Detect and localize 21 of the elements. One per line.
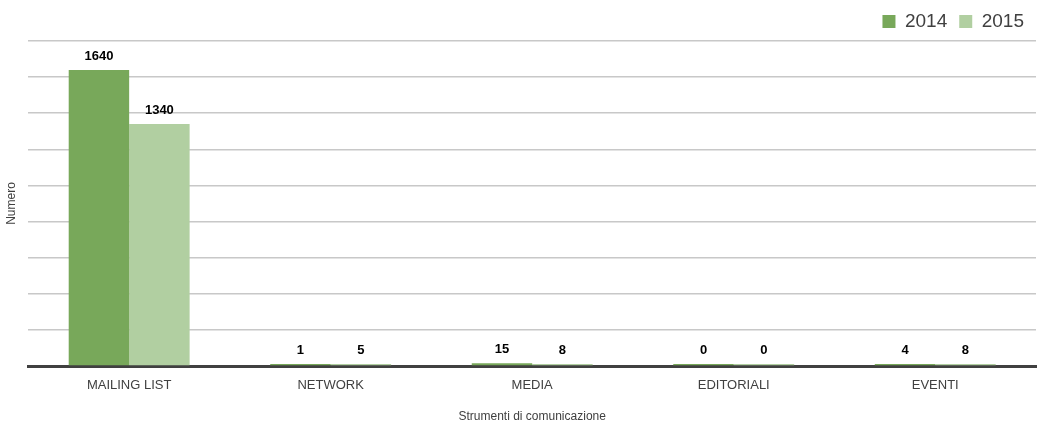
x-tick-label: MEDIA bbox=[511, 377, 554, 393]
data-label: 8 bbox=[558, 342, 567, 358]
x-axis-title: Strumenti di comunicazione bbox=[458, 409, 607, 424]
data-label: 0 bbox=[699, 342, 708, 358]
data-label: 0 bbox=[760, 342, 768, 358]
x-tick-label: EDITORIALI bbox=[697, 377, 770, 393]
x-tick-label: NETWORK bbox=[297, 377, 365, 393]
data-label: 1 bbox=[296, 342, 305, 358]
data-label: 8 bbox=[961, 342, 970, 358]
data-label: 1640 bbox=[84, 47, 114, 63]
legend-label: 2014 bbox=[904, 9, 948, 31]
x-tick-label: MAILING LIST bbox=[86, 377, 172, 393]
y-axis-title: Numero bbox=[3, 181, 18, 225]
data-label: 4 bbox=[901, 342, 910, 358]
data-label: 5 bbox=[357, 342, 365, 358]
x-tick-label: EVENTI bbox=[911, 377, 959, 393]
bar bbox=[68, 69, 130, 366]
bar bbox=[129, 124, 190, 366]
data-label: 1340 bbox=[144, 102, 174, 118]
legend-label: 2015 bbox=[981, 9, 1025, 31]
data-label: 15 bbox=[494, 341, 510, 357]
